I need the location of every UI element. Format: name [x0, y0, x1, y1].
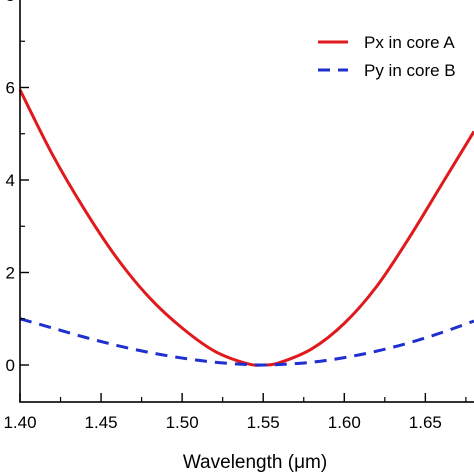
x-tick-label: 1.40 [3, 413, 36, 432]
x-tick-label: 1.45 [85, 413, 118, 432]
ticks-layer: 1.40 1.45 1.50 1.55 1.60 1.65 0 2 4 6 8 [3, 0, 467, 432]
axes-layer [19, 0, 474, 403]
plot-frame [19, 0, 474, 403]
series-line-2 [19, 317, 474, 367]
legend: Px in core A Py in core B [318, 33, 456, 80]
y-tick-label: 2 [6, 264, 15, 283]
x-axis-title: Wavelength (μm) [183, 452, 327, 473]
series-layer [18, 89, 474, 367]
x-tick-label: 1.50 [166, 413, 199, 432]
y-tick-label: 0 [6, 356, 15, 375]
legend-label-1: Px in core A [364, 33, 455, 52]
y-tick-label: 8 [6, 0, 15, 5]
legend-label-2: Py in core B [364, 61, 456, 80]
x-tick-label: 1.55 [247, 413, 280, 432]
y-tick-label: 4 [6, 171, 15, 190]
y-tick-label: 6 [6, 79, 15, 98]
x-tick-label: 1.60 [328, 413, 361, 432]
series-line-1 [18, 89, 474, 367]
x-tick-label: 1.65 [409, 413, 442, 432]
